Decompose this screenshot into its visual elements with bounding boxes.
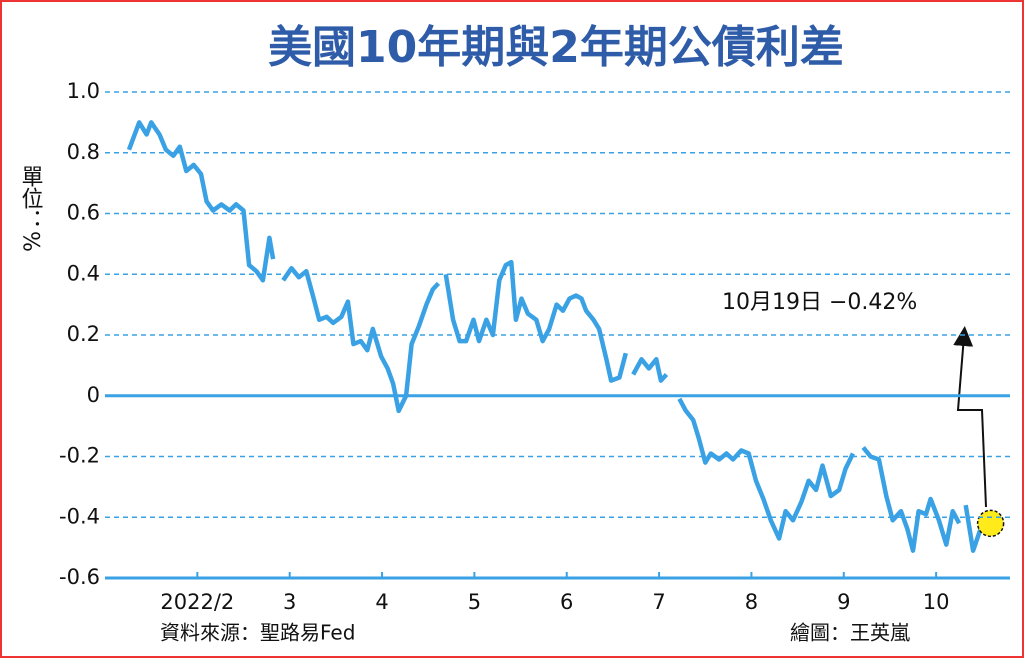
y-axis-label: 單位：% xyxy=(18,165,44,252)
x-tick-label: 6 xyxy=(560,590,573,614)
y-tick-label: -0.6 xyxy=(59,565,100,589)
x-tick-label: 10 xyxy=(923,590,950,614)
y-tick-label: 0.2 xyxy=(67,322,100,346)
highlight-marker xyxy=(976,509,1005,538)
y-tick-label: 0.4 xyxy=(67,261,100,285)
data-line xyxy=(126,120,992,553)
x-tick-label: 5 xyxy=(468,590,481,614)
credit: 繪圖：王英嵐 xyxy=(790,621,910,645)
x-tick-label: 2022/2 xyxy=(160,590,234,614)
y-tick-label: 0 xyxy=(87,383,100,407)
source: 資料來源：聖路易Fed xyxy=(160,621,355,645)
y-tick-label: -0.4 xyxy=(59,504,100,528)
x-tick-label: 9 xyxy=(837,590,850,614)
annotation-arrow xyxy=(953,326,987,508)
annotation: 10月19日 −0.42% xyxy=(722,290,917,315)
y-tick-label: 1.0 xyxy=(67,79,100,103)
y-tick-label: 0.8 xyxy=(67,140,100,164)
chart-title: 美國10年期與2年期公債利差 xyxy=(268,22,844,73)
x-tick-label: 4 xyxy=(375,590,388,614)
x-tick-label: 8 xyxy=(745,590,758,614)
y-tick-label: 0.6 xyxy=(67,201,100,225)
x-tick-label: 7 xyxy=(652,590,665,614)
y-tick-label: -0.2 xyxy=(59,444,100,468)
x-tick-label: 3 xyxy=(283,590,296,614)
